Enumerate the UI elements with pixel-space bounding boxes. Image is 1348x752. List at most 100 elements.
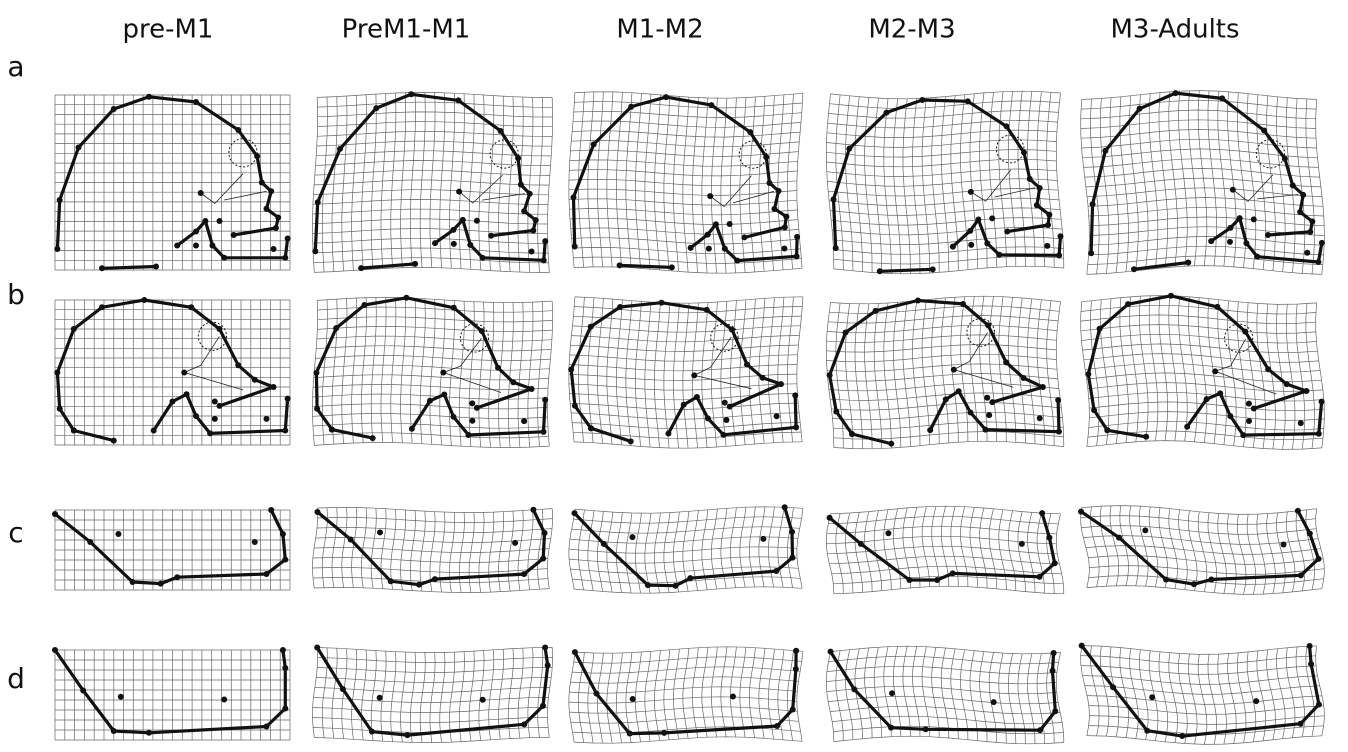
landmark [130, 579, 136, 585]
landmark [967, 228, 973, 234]
landmark [1168, 293, 1174, 299]
grid-line [922, 300, 930, 445]
landmark [193, 99, 199, 105]
grid-line [420, 653, 425, 743]
landmark [217, 403, 223, 409]
grid-line [683, 303, 689, 448]
row-label: c [8, 516, 23, 549]
landmark [1237, 215, 1243, 221]
landmark [52, 647, 58, 653]
landmark [193, 413, 199, 419]
landmark [377, 695, 383, 701]
landmark [370, 435, 376, 441]
landmark [217, 218, 223, 224]
landmark [427, 398, 433, 404]
landmark [1300, 192, 1306, 198]
landmark [474, 405, 480, 411]
grid-line [420, 299, 425, 444]
landmark [790, 706, 796, 712]
landmark [313, 370, 319, 376]
grid-line [1087, 266, 1322, 275]
grid-line [874, 647, 882, 737]
landmark [57, 406, 63, 412]
grid-line [499, 303, 504, 448]
grid-line [626, 301, 632, 446]
landmark [87, 539, 93, 545]
landmark [789, 529, 795, 535]
grid-line [1179, 296, 1188, 441]
landmark [1034, 202, 1040, 208]
landmark [688, 245, 694, 251]
landmark [235, 127, 241, 133]
landmark [722, 400, 728, 406]
landmark [314, 509, 320, 515]
landmark [530, 228, 536, 234]
landmark [705, 232, 711, 238]
landmark [884, 110, 890, 116]
landmark [774, 413, 780, 419]
grid-line [332, 299, 337, 444]
landmark [264, 206, 270, 212]
landmark [358, 265, 364, 271]
landmark [828, 649, 834, 655]
landmark [151, 428, 157, 434]
landmark [432, 576, 438, 582]
grid-line [1081, 646, 1090, 736]
grid-line [759, 648, 765, 738]
landmark [617, 304, 623, 310]
grid-line [893, 646, 900, 736]
grid-line [730, 301, 736, 446]
landmark [111, 106, 117, 112]
page: pre-M1 PreM1-M1 M1-M2 M2-M3 M3-Adults a … [0, 0, 1348, 752]
landmark [314, 645, 320, 651]
landmark [1090, 201, 1096, 207]
landmark [694, 394, 700, 400]
landmark [1104, 427, 1110, 433]
outline [1082, 646, 1319, 737]
landmark [409, 426, 415, 432]
landmark [593, 691, 599, 697]
landmark [1037, 727, 1043, 733]
landmark [1052, 708, 1058, 714]
grid-line [865, 304, 873, 449]
landmark [1265, 232, 1271, 238]
grid-line [1087, 586, 1322, 595]
grid-line [538, 302, 543, 447]
landmark [747, 129, 753, 135]
landmark [1214, 304, 1220, 310]
grid-line [401, 652, 406, 742]
grid-line [1306, 304, 1315, 449]
landmark [1308, 661, 1314, 667]
landmark [1037, 185, 1043, 191]
grid-line [450, 652, 455, 742]
grid-line [778, 297, 784, 442]
row-label: b [7, 278, 25, 311]
grid-line [1047, 301, 1055, 446]
grid-line [1037, 300, 1045, 445]
grid-line [1257, 304, 1266, 449]
landmark [919, 97, 925, 103]
landmark [512, 540, 518, 546]
landmark [572, 243, 578, 249]
landmark [480, 255, 486, 261]
grid-line [721, 647, 727, 737]
landmark [934, 577, 940, 583]
landmark [628, 438, 634, 444]
landmark [727, 404, 733, 410]
landmark [1055, 397, 1061, 403]
grid-line [903, 302, 910, 447]
landmark [1295, 508, 1301, 514]
landmark [280, 531, 286, 537]
landmark [1144, 728, 1150, 734]
grid-line [941, 648, 949, 738]
landmark [943, 396, 949, 402]
landmark [673, 583, 679, 589]
landmark [588, 425, 594, 431]
landmark [521, 208, 527, 214]
landmark [1091, 407, 1097, 413]
landmark [474, 218, 480, 224]
landmark [843, 330, 849, 336]
landmark [282, 557, 288, 563]
landmark [588, 324, 594, 330]
landmark [377, 529, 383, 535]
